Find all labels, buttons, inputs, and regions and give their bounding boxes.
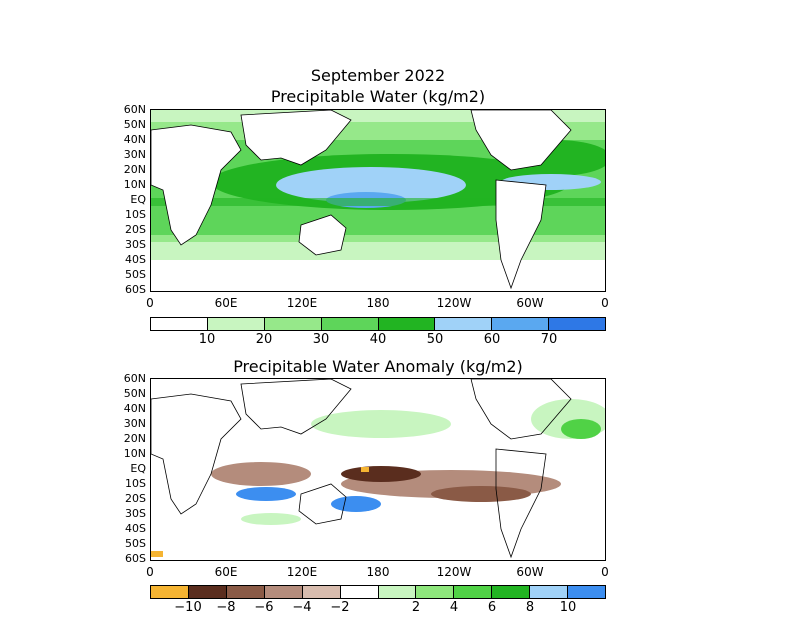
lon-label: 180 <box>366 296 390 310</box>
lon-label: 0 <box>601 296 609 310</box>
colorbar-precipitable-water-anomaly <box>150 585 606 599</box>
lon-label: 0 <box>146 296 154 310</box>
lat-label: 60N <box>123 103 146 116</box>
lat-label: 20S <box>125 223 146 236</box>
lon-label: 0 <box>146 565 154 579</box>
lat-label: 40N <box>123 402 146 415</box>
colorbar-label: 20 <box>255 332 273 347</box>
lon-label: 0 <box>601 565 609 579</box>
lat-label: 20N <box>123 163 146 176</box>
colorbar-precipitable-water <box>150 317 606 331</box>
chart-title-precipitable-water-anomaly: Precipitable Water Anomaly (kg/m2) <box>233 357 523 376</box>
precipitable-water-field <box>151 110 605 291</box>
lat-label: 50N <box>123 118 146 131</box>
lon-label: 120E <box>286 565 318 579</box>
lon-label: 60W <box>516 565 544 579</box>
colorbar-swatch <box>151 586 189 598</box>
colorbar-label: 10 <box>198 332 216 347</box>
lat-label: 20N <box>123 432 146 445</box>
lat-label: 30N <box>123 417 146 430</box>
lon-label: 120W <box>436 565 472 579</box>
lat-label: 40S <box>125 253 146 266</box>
colorbar-swatch <box>568 586 606 598</box>
colorbar-swatch <box>378 318 436 330</box>
lat-label: EQ <box>130 193 146 206</box>
lon-label: 60W <box>516 296 544 310</box>
colorbar-swatch <box>492 318 550 330</box>
lat-label: 50S <box>125 268 146 281</box>
lat-label: 10N <box>123 447 146 460</box>
colorbar-label: −4 <box>292 600 312 615</box>
lat-label: 40S <box>125 522 146 535</box>
colorbar-swatch <box>416 586 455 598</box>
colorbar-label: −2 <box>330 600 350 615</box>
lat-label: EQ <box>130 462 146 475</box>
colorbar-swatch <box>549 318 605 330</box>
colorbar-label: 2 <box>411 600 421 615</box>
colorbar-swatch <box>226 586 265 598</box>
colorbar-swatch <box>188 586 227 598</box>
colorbar-label: 8 <box>525 600 535 615</box>
colorbar-label: 6 <box>487 600 497 615</box>
lat-label: 50S <box>125 537 146 550</box>
colorbar-swatch <box>378 586 417 598</box>
colorbar-swatch <box>321 318 379 330</box>
colorbar-swatch <box>264 586 303 598</box>
colorbar-swatch <box>302 586 341 598</box>
lat-label: 10N <box>123 178 146 191</box>
lat-label: 20S <box>125 492 146 505</box>
colorbar-swatch <box>340 586 379 598</box>
lon-label: 120W <box>436 296 472 310</box>
lat-label: 30S <box>125 507 146 520</box>
precipitable-water-anomaly-map <box>150 378 606 561</box>
colorbar-label: 70 <box>540 332 558 347</box>
lon-label: 60E <box>214 565 238 579</box>
lat-label: 60S <box>125 283 146 296</box>
colorbar-swatch <box>530 586 569 598</box>
lat-label: 60S <box>125 552 146 565</box>
colorbar-swatch <box>264 318 322 330</box>
colorbar-label: 50 <box>426 332 444 347</box>
lat-label: 30N <box>123 148 146 161</box>
colorbar-swatch <box>207 318 265 330</box>
colorbar-label: −8 <box>216 600 236 615</box>
precipitable-water-map <box>150 109 606 292</box>
colorbar-swatch <box>492 586 531 598</box>
lat-label: 50N <box>123 387 146 400</box>
precipitable-water-anomaly-field <box>151 379 605 560</box>
colorbar-label: 40 <box>369 332 387 347</box>
lon-label: 120E <box>286 296 318 310</box>
lat-label: 60N <box>123 372 146 385</box>
lat-label: 10S <box>125 477 146 490</box>
chart-title-precipitable-water: Precipitable Water (kg/m2) <box>270 87 486 106</box>
colorbar-label: 60 <box>483 332 501 347</box>
colorbar-label: 10 <box>559 600 577 615</box>
colorbar-swatch <box>454 586 493 598</box>
colorbar-label: 4 <box>449 600 459 615</box>
lat-label: 40N <box>123 133 146 146</box>
lat-label: 10S <box>125 208 146 221</box>
colorbar-label: −10 <box>174 600 202 615</box>
lat-label: 30S <box>125 238 146 251</box>
colorbar-swatch <box>151 318 208 330</box>
colorbar-label: 30 <box>312 332 330 347</box>
date-title: September 2022 <box>310 66 446 85</box>
lon-label: 60E <box>214 296 238 310</box>
colorbar-swatch <box>435 318 493 330</box>
colorbar-label: −6 <box>254 600 274 615</box>
lon-label: 180 <box>366 565 390 579</box>
